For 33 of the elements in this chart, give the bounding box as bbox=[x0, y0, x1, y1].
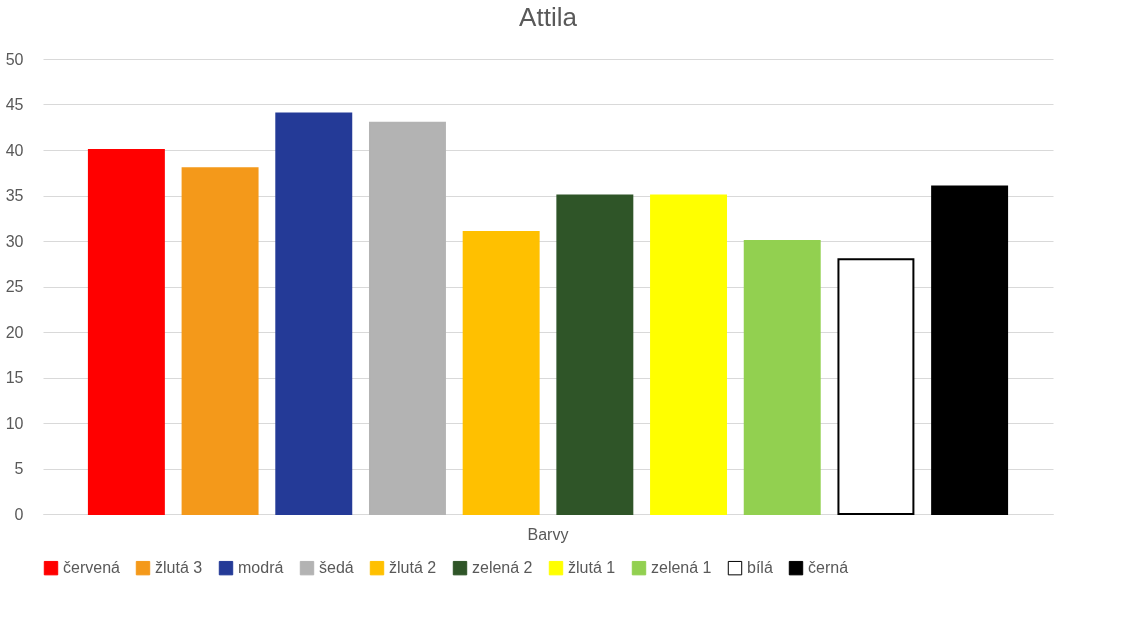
y-tick-label: 25 bbox=[5, 278, 24, 295]
bar bbox=[275, 112, 353, 515]
chart-title: Attila bbox=[519, 2, 578, 32]
bar bbox=[368, 121, 446, 515]
legend-label: modrá bbox=[238, 559, 284, 577]
bar bbox=[743, 240, 821, 515]
bar bbox=[556, 194, 634, 515]
bar bbox=[87, 149, 165, 515]
bar bbox=[837, 258, 915, 515]
y-tick-label: 15 bbox=[5, 369, 24, 386]
bar bbox=[931, 185, 1009, 515]
legend-label: žlutá 2 bbox=[389, 559, 437, 577]
y-tick-label: 45 bbox=[5, 96, 24, 113]
legend-label: černá bbox=[808, 559, 849, 577]
legend-label: žlutá 3 bbox=[155, 559, 203, 577]
x-tick-label: Barvy bbox=[527, 525, 569, 543]
bar bbox=[650, 194, 728, 515]
legend-label: zelená 1 bbox=[651, 559, 712, 577]
y-tick-label: 40 bbox=[5, 141, 24, 159]
y-tick-label: 30 bbox=[5, 232, 24, 250]
bar bbox=[462, 230, 540, 515]
y-tick-label: 50 bbox=[5, 50, 24, 68]
legend-label: žlutá 1 bbox=[568, 559, 616, 577]
legend-label: bílá bbox=[747, 559, 773, 577]
legend-label: zelená 2 bbox=[472, 559, 533, 577]
y-tick-label: 10 bbox=[5, 414, 24, 432]
y-tick-label: 35 bbox=[5, 187, 24, 204]
y-tick-label: 5 bbox=[14, 460, 24, 477]
legend-label: šedá bbox=[319, 559, 354, 577]
y-tick-label: 0 bbox=[14, 505, 24, 523]
legend-label: červená bbox=[63, 559, 121, 577]
y-tick-label: 20 bbox=[5, 323, 24, 341]
bar bbox=[181, 167, 259, 515]
